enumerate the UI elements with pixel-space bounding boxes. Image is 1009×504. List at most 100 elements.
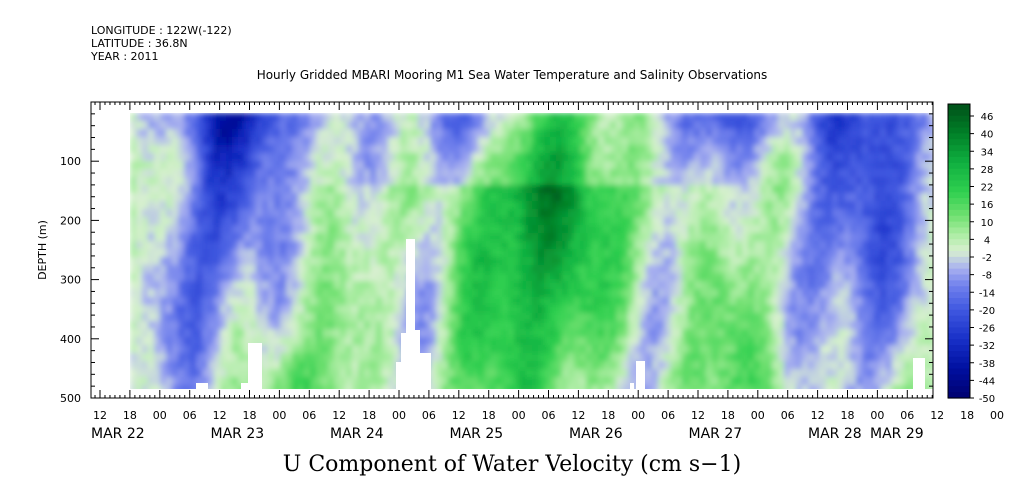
field-cell bbox=[718, 161, 725, 170]
field-cell bbox=[172, 305, 179, 314]
field-cell bbox=[598, 305, 605, 314]
field-cell bbox=[508, 137, 515, 146]
field-cell bbox=[628, 177, 635, 186]
field-cell bbox=[208, 337, 215, 346]
field-cell bbox=[856, 153, 863, 162]
field-cell bbox=[670, 137, 677, 146]
field-cell bbox=[538, 385, 545, 389]
field-cell bbox=[706, 145, 713, 154]
field-cell bbox=[874, 297, 881, 306]
field-cell bbox=[694, 177, 701, 186]
field-cell bbox=[892, 185, 899, 194]
field-cell bbox=[562, 161, 569, 170]
field-cell bbox=[286, 273, 293, 282]
field-cell bbox=[856, 361, 863, 370]
field-cell bbox=[586, 209, 593, 218]
field-cell bbox=[352, 161, 359, 170]
field-cell bbox=[526, 113, 533, 122]
field-cell bbox=[700, 137, 707, 146]
field-cell bbox=[880, 257, 887, 266]
field-cell bbox=[622, 169, 629, 178]
field-cell bbox=[484, 369, 491, 378]
field-cell bbox=[160, 257, 167, 266]
field-cell bbox=[628, 257, 635, 266]
field-cell bbox=[214, 153, 221, 162]
field-cell bbox=[388, 321, 395, 330]
field-cell bbox=[136, 185, 143, 194]
field-cell bbox=[838, 313, 845, 322]
field-cell bbox=[922, 169, 929, 178]
field-cell bbox=[898, 185, 905, 194]
field-cell bbox=[484, 169, 491, 178]
field-cell bbox=[352, 345, 359, 354]
field-cell bbox=[562, 353, 569, 362]
field-cell bbox=[718, 145, 725, 154]
field-cell bbox=[184, 177, 191, 186]
field-cell bbox=[178, 265, 185, 274]
field-cell bbox=[808, 209, 815, 218]
field-cell bbox=[730, 137, 737, 146]
field-cell bbox=[838, 281, 845, 290]
field-cell bbox=[808, 273, 815, 282]
field-cell bbox=[892, 169, 899, 178]
field-cell bbox=[316, 321, 323, 330]
field-cell bbox=[448, 153, 455, 162]
field-cell bbox=[346, 273, 353, 282]
field-cell bbox=[160, 233, 167, 242]
field-cell bbox=[826, 361, 833, 370]
field-cell bbox=[196, 169, 203, 178]
field-cell bbox=[898, 337, 905, 346]
field-cell bbox=[454, 121, 461, 130]
field-cell bbox=[622, 361, 629, 370]
field-cell bbox=[136, 321, 143, 330]
field-cell bbox=[154, 377, 161, 386]
field-cell bbox=[514, 265, 521, 274]
field-cell bbox=[688, 305, 695, 314]
data-gap bbox=[248, 343, 262, 389]
field-cell bbox=[598, 233, 605, 242]
field-cell bbox=[298, 169, 305, 178]
field-cell bbox=[532, 369, 539, 378]
field-cell bbox=[898, 153, 905, 162]
field-cell bbox=[376, 169, 383, 178]
field-cell bbox=[262, 385, 269, 389]
field-cell bbox=[268, 377, 275, 386]
field-cell bbox=[760, 113, 767, 122]
field-cell bbox=[664, 193, 671, 202]
field-cell bbox=[352, 241, 359, 250]
field-cell bbox=[388, 193, 395, 202]
field-cell bbox=[646, 361, 653, 370]
field-cell bbox=[796, 265, 803, 274]
field-cell bbox=[856, 281, 863, 290]
field-cell bbox=[622, 233, 629, 242]
field-cell bbox=[874, 169, 881, 178]
field-cell bbox=[202, 305, 209, 314]
field-cell bbox=[700, 249, 707, 258]
field-cell bbox=[358, 241, 365, 250]
field-cell bbox=[292, 209, 299, 218]
field-cell bbox=[364, 273, 371, 282]
field-cell bbox=[334, 161, 341, 170]
field-cell bbox=[640, 233, 647, 242]
field-cell bbox=[208, 377, 215, 386]
field-cell bbox=[892, 289, 899, 298]
field-cell bbox=[244, 329, 251, 338]
field-cell bbox=[634, 225, 641, 234]
field-cell bbox=[298, 145, 305, 154]
field-cell bbox=[616, 361, 623, 370]
field-cell bbox=[280, 289, 287, 298]
field-cell bbox=[640, 249, 647, 258]
field-cell bbox=[592, 145, 599, 154]
field-cell bbox=[898, 201, 905, 210]
field-cell bbox=[766, 161, 773, 170]
field-cell bbox=[904, 113, 911, 122]
field-cell bbox=[700, 113, 707, 122]
field-cell bbox=[148, 265, 155, 274]
field-cell bbox=[814, 217, 821, 226]
field-cell bbox=[376, 137, 383, 146]
field-cell bbox=[910, 345, 917, 354]
field-cell bbox=[910, 353, 917, 362]
field-cell bbox=[676, 201, 683, 210]
field-cell bbox=[676, 137, 683, 146]
field-cell bbox=[364, 289, 371, 298]
